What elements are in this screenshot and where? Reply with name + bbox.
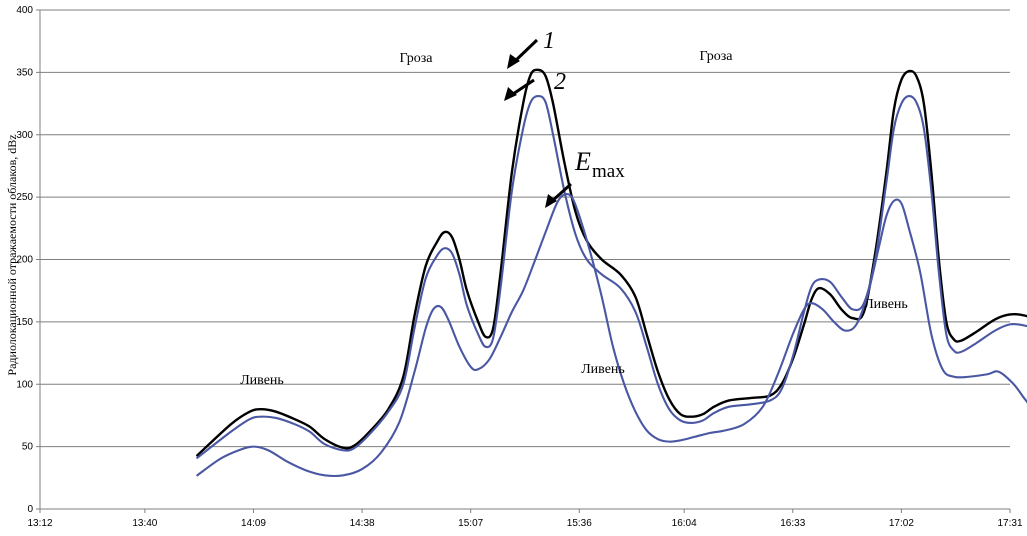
y-tick-label: 200 [16,255,33,266]
emax-label-sub: max [592,161,625,182]
y-tick-label: 0 [27,504,33,515]
y-tick-label: 400 [16,5,33,16]
y-tick-label: 300 [16,130,33,141]
y-tick-label: 50 [22,442,34,453]
emax-label-main: E [574,147,591,176]
annotations: Гроза Гроза Ливень Ливень Ливень 1 2 E m… [240,28,908,388]
x-tick-label: 13:40 [132,518,157,529]
shower-label-2: Ливень [581,362,625,377]
y-tick-label: 250 [16,192,33,203]
curve-1-label: 1 [543,28,555,54]
y-tick-labels: 0 50 100 150 200 250 300 350 400 [16,5,33,515]
y-axis-title: Радиолокационной отражаемости облаков, d… [5,134,19,375]
series-1-line [196,68,1027,457]
x-tick-label: 17:02 [889,518,914,529]
x-tick-label: 16:33 [780,518,805,529]
curve-2-label: 2 [554,69,566,95]
x-tick-label: 14:38 [350,518,375,529]
x-tick-label: 13:12 [27,518,52,529]
axes [36,9,1011,513]
x-tick-label: 16:04 [672,518,697,529]
curve-2-arrow [504,78,535,101]
series-lines [196,68,1027,478]
x-tick-label: 14:09 [241,518,266,529]
x-tick-label: 17:31 [997,518,1022,529]
storm-label-1: Гроза [400,51,434,66]
series-2-line [196,95,1027,459]
y-tick-label: 100 [16,379,33,390]
emax-arrow [545,182,573,208]
storm-label-2: Гроза [700,49,734,64]
shower-label-3: Ливень [864,297,908,312]
shower-label-1: Ливень [240,373,284,388]
x-tick-label: 15:36 [567,518,592,529]
y-tick-label: 350 [16,67,33,78]
x-tick-label: 15:07 [458,518,483,529]
curve-1-arrow [507,38,539,69]
y-tick-label: 150 [16,317,33,328]
x-tick-labels: 13:12 13:40 14:09 14:38 15:07 15:36 16:04 16:33… [27,518,1022,529]
series-emax-line [196,192,1027,478]
grid-lines [40,9,1010,448]
